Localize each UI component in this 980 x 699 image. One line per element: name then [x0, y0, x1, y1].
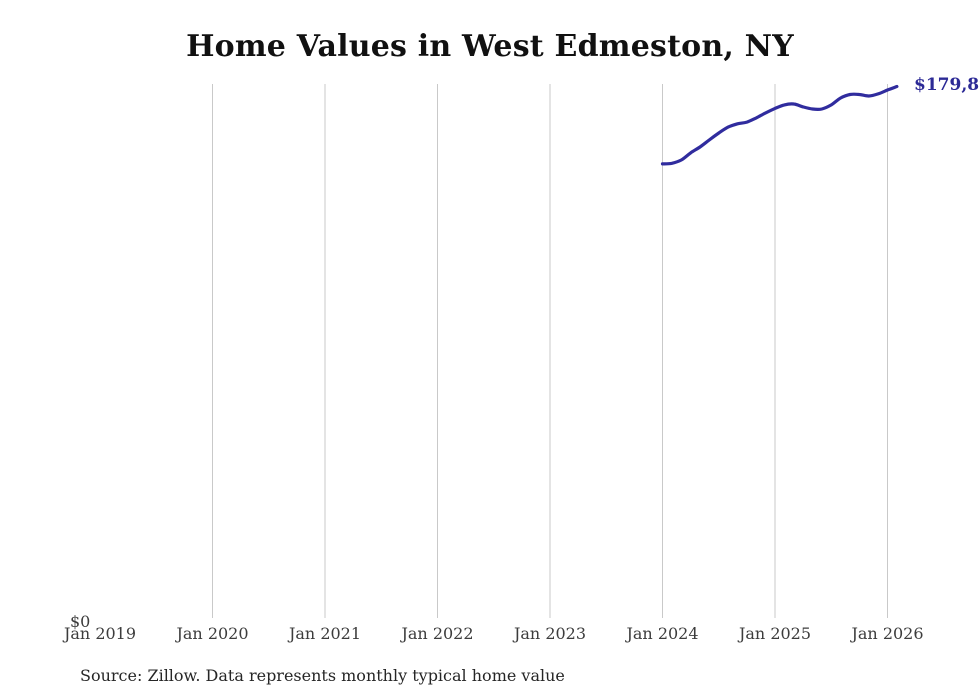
home-value-line: [660, 84, 899, 166]
source-note: Source: Zillow. Data represents monthly …: [80, 666, 565, 685]
x-tick-label: Jan 2020: [176, 624, 249, 643]
x-tick-label: Jan 2025: [738, 624, 812, 643]
latest-value-label: $179,89: [914, 75, 980, 95]
x-tick-label: Jan 2023: [513, 624, 587, 643]
y-axis-zero-label: $0: [70, 612, 91, 631]
x-tick-label: Jan 2021: [288, 624, 362, 643]
x-tick-label: Jan 2026: [851, 624, 924, 643]
chart-title: Home Values in West Edmeston, NY: [186, 29, 794, 64]
x-tick-label: Jan 2022: [401, 624, 474, 643]
gridlines: [212, 84, 888, 618]
x-tick-label: Jan 2024: [626, 624, 699, 643]
x-tick-label: Jan 2019: [63, 624, 137, 643]
